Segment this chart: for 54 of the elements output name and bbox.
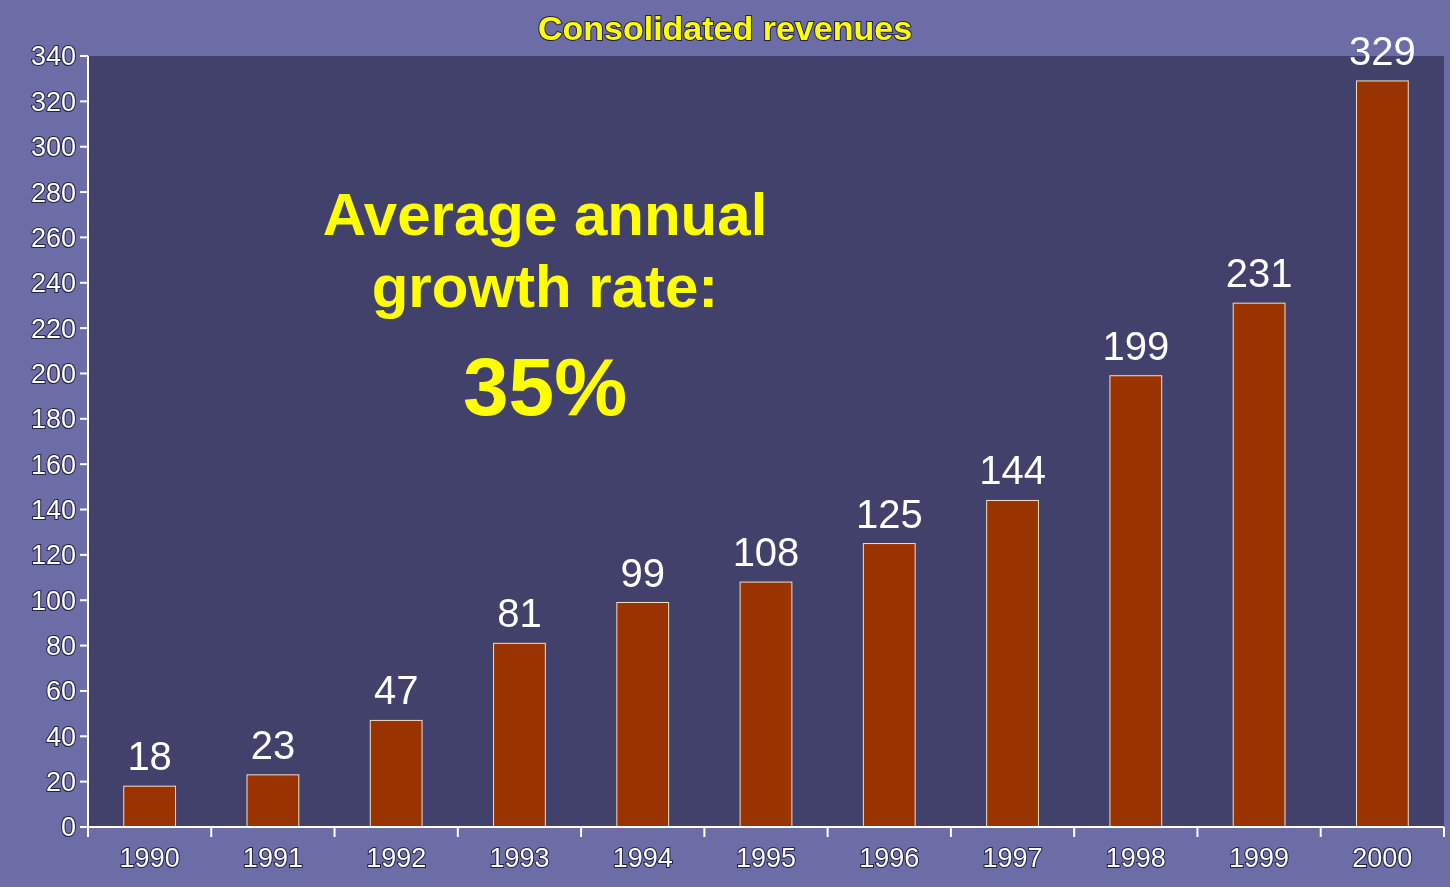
data-label: 18 <box>127 734 172 779</box>
y-tick-label: 260 <box>30 222 76 253</box>
y-tick-label: 100 <box>30 585 76 616</box>
annotation: Average annual growth rate: <box>322 181 768 320</box>
y-tick-label: 20 <box>45 767 76 798</box>
x-tick-label: 1995 <box>735 843 797 873</box>
bar <box>246 774 300 828</box>
bar <box>123 785 177 828</box>
bar <box>493 642 546 828</box>
y-tick-label: 240 <box>30 268 76 299</box>
bar <box>1232 302 1286 828</box>
y-tick-label: 160 <box>30 449 76 480</box>
y-tick-label: 220 <box>30 313 76 344</box>
y-tick-label: 60 <box>45 676 76 707</box>
y-tick-label: 200 <box>30 358 76 389</box>
bar <box>1109 375 1163 828</box>
chart-title: Consolidated revenues <box>537 9 913 47</box>
bar <box>616 602 670 828</box>
data-label: 199 <box>1102 323 1170 368</box>
data-label: 231 <box>1225 251 1293 296</box>
x-tick-label: 1998 <box>1105 843 1166 873</box>
y-tick-label: 280 <box>30 177 76 208</box>
x-tick-label: 1990 <box>119 843 180 873</box>
annotation: 35% <box>462 341 628 432</box>
data-label: 23 <box>250 722 296 767</box>
y-tick-label: 180 <box>30 404 76 435</box>
y-tick-label: 140 <box>30 494 76 525</box>
bar <box>862 543 916 828</box>
x-tick-label: 1991 <box>242 843 303 873</box>
x-tick-label: 2000 <box>1352 843 1413 873</box>
data-label: 329 <box>1348 28 1416 73</box>
y-tick-label: 320 <box>30 86 76 117</box>
data-label: 144 <box>979 448 1046 493</box>
bar <box>739 581 793 828</box>
x-tick-label: 1996 <box>859 843 920 873</box>
data-label: 47 <box>373 668 419 713</box>
x-tick-label: 1994 <box>612 843 673 873</box>
data-label: 99 <box>620 550 665 595</box>
x-tick-label: 1997 <box>982 843 1043 873</box>
x-tick-label: 1993 <box>489 843 550 873</box>
data-label: 125 <box>855 491 923 536</box>
y-tick-label: 300 <box>30 132 76 163</box>
bar <box>986 499 1039 828</box>
y-tick-label: 340 <box>30 41 76 72</box>
y-tick-label: 80 <box>45 631 76 662</box>
x-tick-label: 1999 <box>1229 843 1290 873</box>
y-tick-label: 40 <box>45 721 76 752</box>
x-tick-label: 1992 <box>366 843 427 873</box>
data-label: 108 <box>732 530 800 575</box>
bar <box>369 719 423 828</box>
y-tick-label: 0 <box>60 812 76 843</box>
bar <box>1355 80 1409 828</box>
y-tick-label: 120 <box>30 540 76 571</box>
data-label: 81 <box>497 591 542 636</box>
